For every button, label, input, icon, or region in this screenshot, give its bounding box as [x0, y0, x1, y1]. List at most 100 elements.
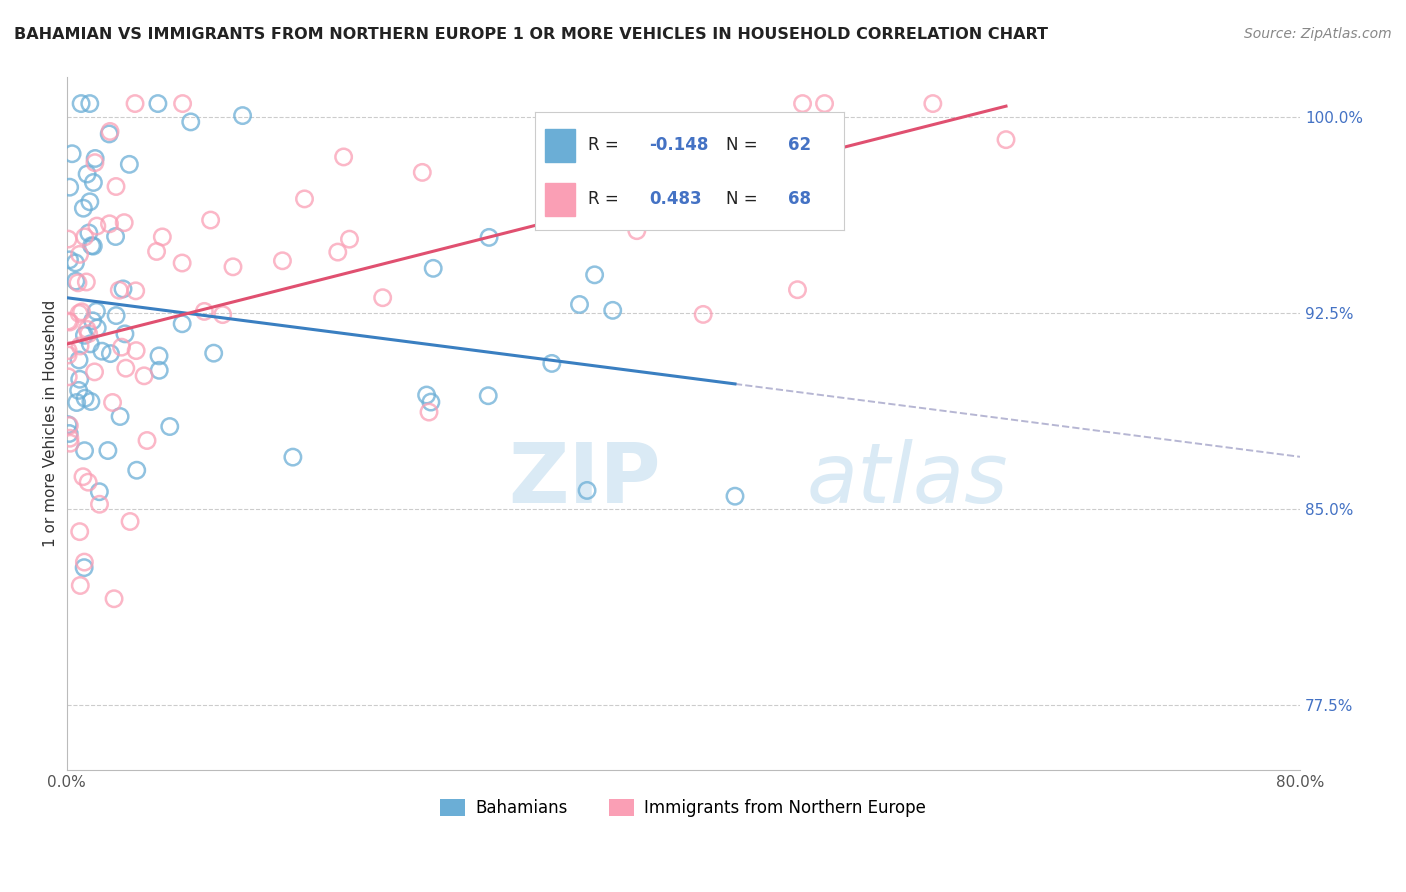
Point [58, 418, 80, 433]
Point [65, 256, 87, 270]
Point [69, 524, 91, 539]
Point [786, 283, 808, 297]
Point [418, 405, 440, 419]
Point [59, 315, 82, 329]
Point [576, 483, 599, 498]
Point [419, 395, 441, 409]
Point [326, 245, 349, 260]
Point [101, 395, 124, 409]
Legend: Bahamians, Immigrants from Northern Europe: Bahamians, Immigrants from Northern Euro… [433, 792, 934, 824]
Point [477, 389, 499, 403]
Point [83, 365, 105, 379]
Point [89, 484, 111, 499]
Point [415, 388, 437, 402]
Point [79, 336, 101, 351]
Point [114, 361, 136, 376]
Point [159, 419, 181, 434]
Point [80, 238, 103, 252]
Point [332, 150, 354, 164]
Point [79, 194, 101, 209]
Point [89, 497, 111, 511]
Point [200, 213, 222, 227]
Point [339, 232, 361, 246]
Point [150, 230, 173, 244]
Point [69, 372, 91, 386]
Point [172, 96, 194, 111]
Point [77, 475, 100, 490]
Point [626, 224, 648, 238]
Point [59, 180, 82, 194]
Point [56, 348, 79, 362]
Point [148, 349, 170, 363]
Point [125, 343, 148, 358]
Point [281, 450, 304, 464]
Point [211, 308, 233, 322]
Point [80, 394, 103, 409]
Point [56, 417, 79, 432]
Point [145, 244, 167, 259]
Text: Source: ZipAtlas.com: Source: ZipAtlas.com [1244, 27, 1392, 41]
Point [70, 305, 93, 319]
Point [125, 284, 148, 298]
Point [136, 434, 159, 448]
Point [411, 165, 433, 179]
Point [79, 96, 101, 111]
Point [813, 96, 835, 111]
Y-axis label: 1 or more Vehicles in Household: 1 or more Vehicles in Household [44, 300, 58, 548]
Point [75, 391, 97, 405]
Point [73, 555, 96, 569]
Point [67, 306, 90, 320]
Point [86, 304, 108, 318]
Point [148, 363, 170, 377]
Point [478, 230, 501, 244]
Point [98, 127, 121, 141]
Point [58, 369, 80, 384]
Point [540, 356, 562, 370]
Point [65, 274, 87, 288]
Text: atlas: atlas [807, 439, 1008, 520]
Text: ZIP: ZIP [509, 439, 661, 520]
Point [271, 253, 294, 268]
Point [422, 261, 444, 276]
Point [120, 515, 142, 529]
Point [73, 443, 96, 458]
Point [125, 463, 148, 477]
Point [56, 314, 79, 328]
Point [568, 297, 591, 311]
Point [56, 343, 79, 358]
Point [67, 384, 90, 398]
Point [73, 230, 96, 244]
Point [76, 167, 98, 181]
Point [56, 232, 79, 246]
Point [921, 96, 943, 111]
Point [553, 156, 575, 170]
Text: BAHAMIAN VS IMMIGRANTS FROM NORTHERN EUROPE 1 OR MORE VEHICLES IN HOUSEHOLD CORR: BAHAMIAN VS IMMIGRANTS FROM NORTHERN EUR… [14, 27, 1047, 42]
Point [118, 157, 141, 171]
Point [58, 252, 80, 267]
Point [77, 326, 100, 341]
Point [124, 96, 146, 111]
Point [602, 303, 624, 318]
Point [67, 353, 90, 368]
Point [104, 229, 127, 244]
Point [583, 268, 606, 282]
Point [73, 560, 96, 574]
Point [73, 328, 96, 343]
Point [69, 578, 91, 592]
Point [69, 247, 91, 261]
Point [112, 216, 135, 230]
Point [86, 219, 108, 233]
Point [77, 226, 100, 240]
Point [180, 115, 202, 129]
Point [60, 146, 83, 161]
Point [98, 217, 121, 231]
Point [66, 276, 89, 290]
Point [682, 214, 704, 228]
Point [82, 176, 104, 190]
Point [82, 314, 104, 328]
Point [202, 346, 225, 360]
Point [105, 309, 128, 323]
Point [105, 179, 128, 194]
Point [84, 152, 107, 166]
Point [371, 291, 394, 305]
